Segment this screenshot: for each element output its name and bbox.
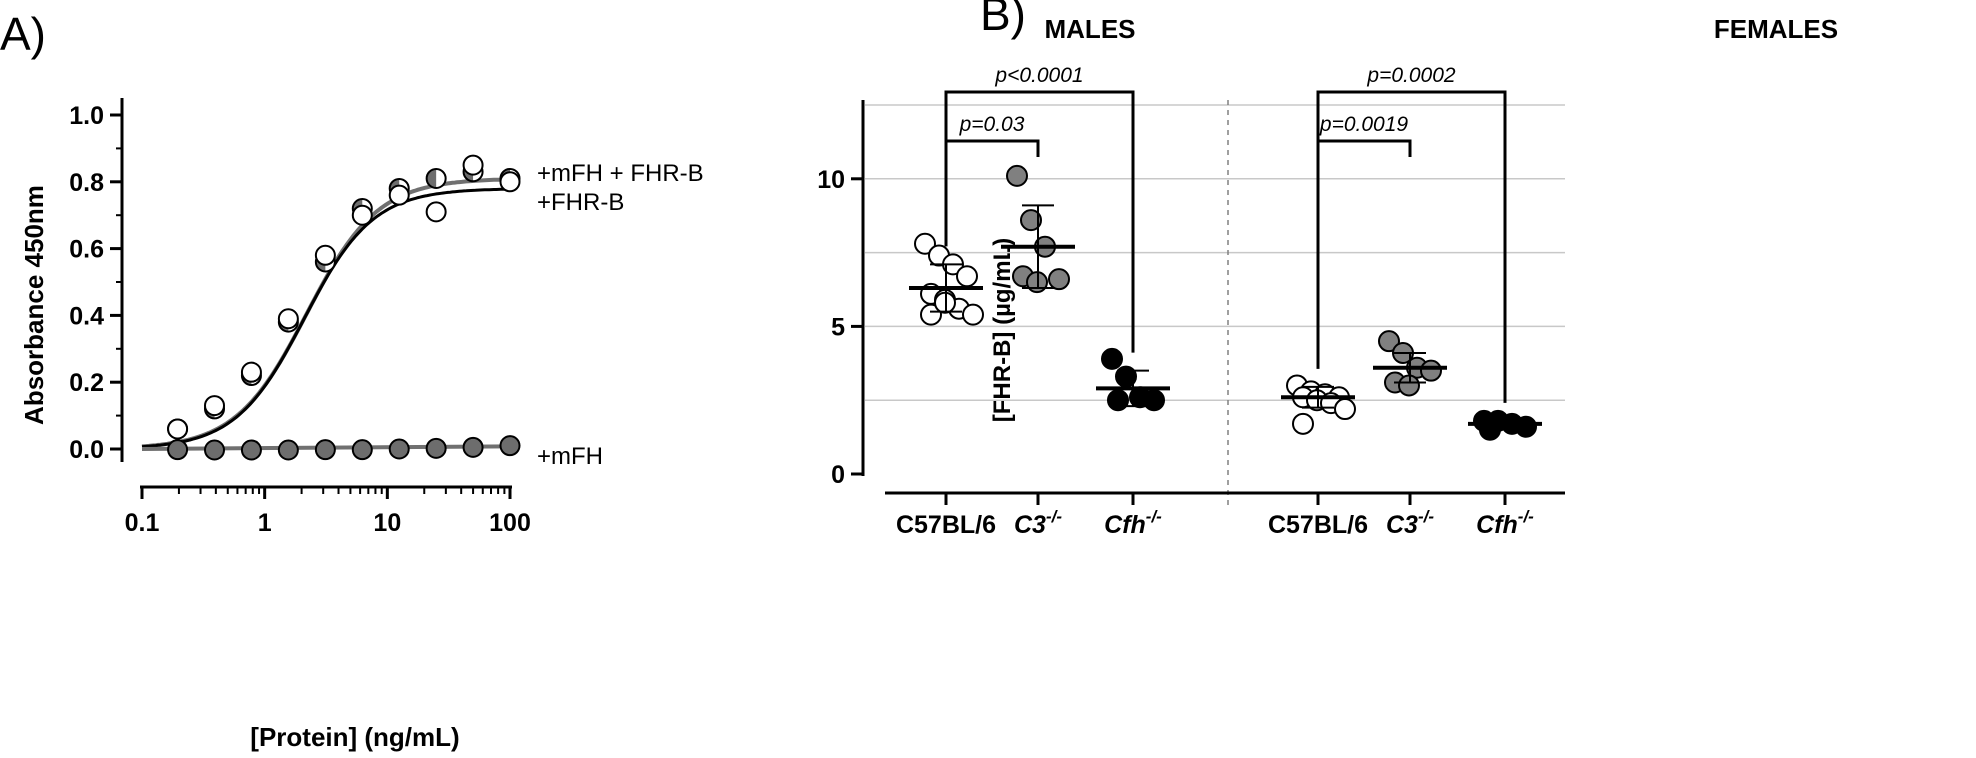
panel-a-x-tick-label: 1 bbox=[258, 509, 272, 537]
point-mfh-fhrb-outline bbox=[425, 167, 447, 189]
category-label-superscript: -/- bbox=[1418, 507, 1434, 526]
females-group-title: FEMALES bbox=[1714, 14, 1838, 44]
point-fhrb bbox=[499, 171, 521, 193]
point-mfh bbox=[204, 439, 226, 461]
data-point bbox=[1420, 359, 1442, 382]
legend-fhrb: +FHR-B bbox=[537, 189, 624, 216]
point-fhrb bbox=[314, 244, 336, 266]
category-label-text: Cfh bbox=[1104, 511, 1146, 539]
significance-bracket bbox=[944, 90, 1135, 353]
males-group-title: MALES bbox=[1045, 14, 1136, 44]
p-value-label: p=0.0002 bbox=[1366, 64, 1455, 87]
category-label: C57BL/6 bbox=[1268, 511, 1368, 539]
category-label-superscript: -/- bbox=[1146, 507, 1162, 526]
point-fhrb bbox=[240, 361, 262, 383]
p-value-label: p=0.0019 bbox=[1319, 113, 1408, 136]
data-point bbox=[1048, 268, 1070, 291]
panel-a-y-tick-label: 0.8 bbox=[69, 169, 104, 197]
data-point bbox=[1101, 347, 1123, 370]
legend-mfh: +mFH bbox=[537, 443, 603, 470]
data-point bbox=[1020, 209, 1042, 232]
point-mfh bbox=[499, 435, 521, 457]
p-value-label: p=0.03 bbox=[959, 113, 1025, 136]
point-fhrb bbox=[462, 154, 484, 176]
point-mfh-fhrb bbox=[425, 167, 447, 189]
point-mfh bbox=[425, 437, 447, 459]
fit-curve-mfh-fhrb bbox=[141, 177, 511, 449]
data-point bbox=[1107, 389, 1129, 412]
panel-a-x-tick-label: 100 bbox=[489, 509, 531, 537]
data-point bbox=[1006, 164, 1028, 187]
point-fhrb bbox=[351, 204, 373, 226]
panel-a-label: A) bbox=[0, 8, 46, 60]
panel-a-x-tick-label: 0.1 bbox=[125, 509, 160, 537]
point-mfh bbox=[351, 439, 373, 461]
data-point bbox=[914, 232, 936, 255]
category-label-text: C3 bbox=[1386, 511, 1418, 539]
panel-a-y-tick-label: 0.6 bbox=[69, 236, 104, 264]
point-mfh bbox=[314, 439, 336, 461]
panel-a-x-axis-label: [Protein] (ng/mL) bbox=[250, 722, 459, 752]
point-fhrb bbox=[204, 395, 226, 417]
point-mfh bbox=[462, 436, 484, 458]
point-fhrb bbox=[388, 184, 410, 206]
data-point bbox=[1143, 389, 1165, 412]
panel-a-y-axis-label: Absorbance 450nm bbox=[19, 185, 49, 425]
legend-mfh-fhrb: +mFH + FHR-B bbox=[537, 160, 704, 187]
panel-b-y-tick-label: 10 bbox=[817, 166, 845, 194]
data-point bbox=[962, 303, 984, 326]
panel-b-y-tick-label: 0 bbox=[831, 461, 845, 489]
category-label-superscript: -/- bbox=[1518, 507, 1534, 526]
data-point bbox=[1292, 412, 1314, 435]
panel-a-plot: 0.00.20.40.60.81.00.1 1 10 100+mFH + FHR-B+… bbox=[69, 98, 704, 537]
data-point bbox=[1334, 398, 1356, 421]
point-mfh bbox=[240, 439, 262, 461]
fit-curve-fhrb bbox=[141, 187, 511, 449]
data-point bbox=[920, 303, 942, 326]
point-mfh bbox=[388, 438, 410, 460]
panel-a-y-tick-label: 0.0 bbox=[69, 436, 104, 464]
point-fhrb bbox=[277, 308, 299, 330]
category-label-text: C3 bbox=[1014, 511, 1046, 539]
panel-b-y-tick-label: 5 bbox=[831, 313, 845, 341]
point-mfh bbox=[167, 439, 189, 461]
panel-a-y-tick-label: 1.0 bbox=[69, 102, 104, 130]
category-label-text: C57BL/6 bbox=[1268, 511, 1368, 539]
category-label: C57BL/6 bbox=[896, 511, 996, 539]
significance-bracket bbox=[946, 139, 1040, 157]
category-label: Cfh-/- bbox=[1476, 507, 1534, 539]
category-label: C3-/- bbox=[1014, 507, 1062, 539]
category-label: C3-/- bbox=[1386, 507, 1434, 539]
data-point bbox=[956, 265, 978, 288]
category-label-text: C57BL/6 bbox=[896, 511, 996, 539]
point-fhrb bbox=[167, 418, 189, 440]
panel-a-y-tick-label: 0.4 bbox=[69, 302, 104, 330]
point-mfh bbox=[277, 439, 299, 461]
category-label-superscript: -/- bbox=[1046, 507, 1062, 526]
category-label-text: Cfh bbox=[1476, 511, 1518, 539]
p-value-label: p<0.0001 bbox=[994, 64, 1083, 87]
panel-a-y-tick-label: 0.2 bbox=[69, 369, 104, 397]
panel-a-x-tick-label: 10 bbox=[373, 509, 401, 537]
significance-bracket bbox=[1316, 90, 1507, 403]
data-point bbox=[1378, 330, 1400, 353]
panel-b-y-axis-label: [FHR-B] (µg/mL) bbox=[989, 238, 1016, 422]
category-label: Cfh-/- bbox=[1104, 507, 1162, 539]
panel-b-label: B) bbox=[980, 0, 1026, 40]
significance-bracket bbox=[1318, 139, 1412, 157]
point-fhrb bbox=[425, 201, 447, 223]
